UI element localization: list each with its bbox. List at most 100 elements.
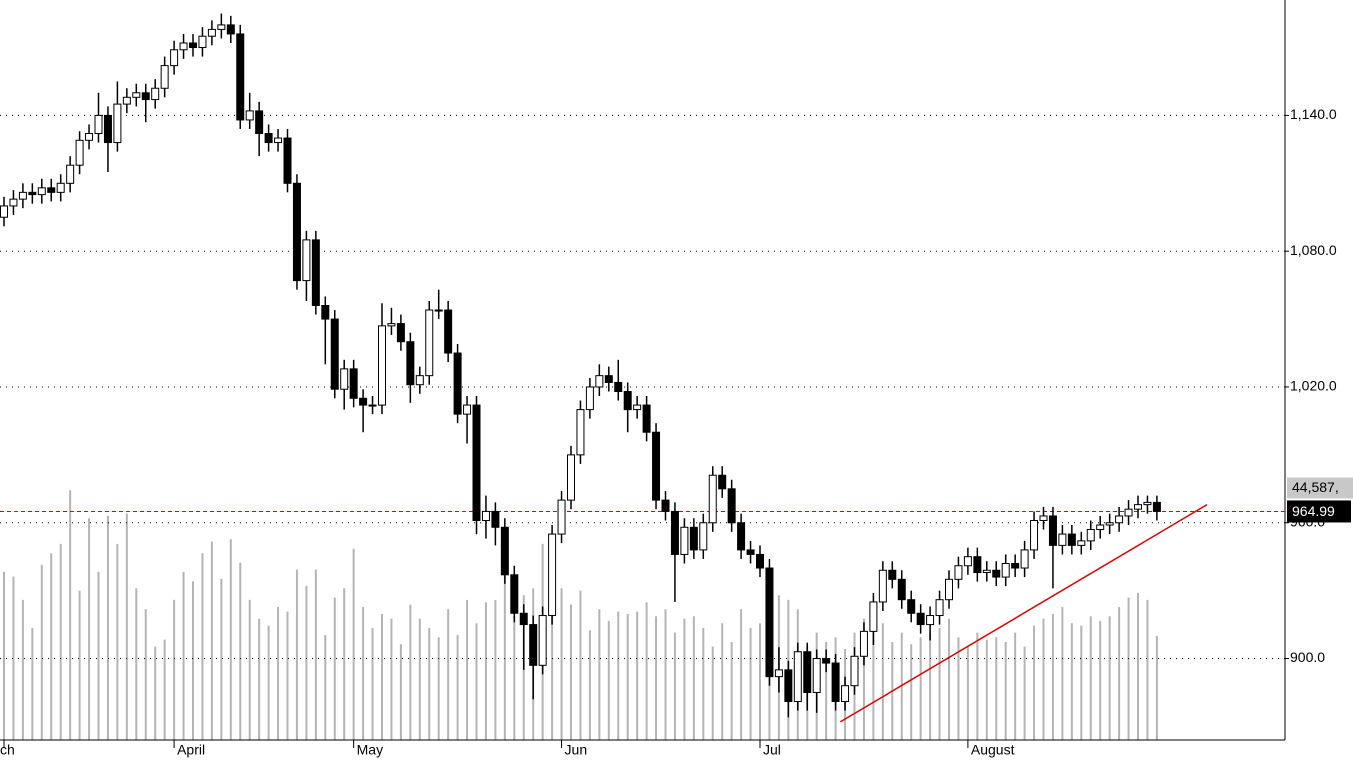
last-price-label: 964.99 <box>1292 503 1335 519</box>
candle-body <box>274 137 283 144</box>
candle-body <box>9 198 18 207</box>
candle-body <box>623 390 632 411</box>
candle-body <box>907 599 916 614</box>
candle-body <box>75 139 84 166</box>
candle-body <box>1152 501 1161 512</box>
candle-body <box>718 474 727 490</box>
volume-label-box <box>1287 477 1353 499</box>
candle-body <box>113 103 122 144</box>
candle-body <box>1115 515 1124 524</box>
candle-body <box>434 309 443 312</box>
candle-body <box>491 510 500 528</box>
x-tick-label: Jun <box>565 742 588 758</box>
candle-body <box>1030 519 1039 551</box>
candle-body <box>935 599 944 617</box>
candle-body <box>103 114 112 144</box>
candle-body <box>415 375 424 386</box>
candle-body <box>236 33 245 121</box>
candle-body <box>680 526 689 555</box>
candle-body <box>973 556 982 574</box>
candle-body <box>822 658 831 664</box>
candle-body <box>614 381 623 392</box>
candle-body <box>1001 562 1010 578</box>
candle-body <box>245 110 254 121</box>
candle-body <box>292 182 301 282</box>
candle-body <box>756 553 764 569</box>
candle-body <box>151 87 160 101</box>
candle-body <box>737 522 746 551</box>
candle-body <box>47 187 56 193</box>
candle-body <box>207 28 216 37</box>
candle-body <box>529 624 538 666</box>
candle-body <box>1134 504 1142 510</box>
candle-body <box>217 24 226 30</box>
x-tick-label: May <box>357 742 383 758</box>
x-tick-label: August <box>971 742 1015 758</box>
candle-body <box>595 375 604 388</box>
candle-body <box>444 309 453 354</box>
candle-body <box>56 182 65 193</box>
candle-body <box>264 133 273 144</box>
candle-body <box>576 409 585 456</box>
x-tick-label: Jul <box>763 742 781 758</box>
candle-body <box>916 612 925 626</box>
candle-body <box>37 187 46 196</box>
candle-body <box>519 612 528 626</box>
candle-body <box>66 164 75 184</box>
candle-body <box>803 651 812 693</box>
candle-body <box>727 488 736 524</box>
candle-body <box>869 601 878 632</box>
x-tick-label: ch <box>0 742 15 758</box>
candle-body <box>94 114 103 135</box>
candle-body <box>859 630 868 657</box>
candle-body <box>255 110 264 135</box>
candle-body <box>160 65 169 89</box>
candle-body <box>1039 515 1048 521</box>
candle-body <box>1058 533 1067 546</box>
candle-body <box>425 309 434 377</box>
y-tick-label: 1,140.0 <box>1290 106 1337 122</box>
candle-body <box>642 404 651 433</box>
candle-body <box>604 375 613 383</box>
candle-body <box>831 662 840 703</box>
candle-body <box>311 239 320 307</box>
candle-body <box>538 615 547 666</box>
candle-body <box>699 522 708 551</box>
candle-body <box>670 510 679 555</box>
last-price-box <box>1287 500 1351 523</box>
candle-body <box>18 191 27 200</box>
candle-body <box>321 305 330 320</box>
candle-body <box>585 386 594 411</box>
candle-body <box>226 24 235 35</box>
candle-body <box>689 526 698 551</box>
candle-body <box>387 323 396 327</box>
candle-body <box>1086 529 1095 542</box>
candle-body <box>774 669 783 678</box>
candle-body <box>141 92 150 101</box>
candle-body <box>850 655 859 687</box>
x-tick-label: April <box>177 742 205 758</box>
candle-body <box>0 205 8 218</box>
candle-body <box>652 431 661 501</box>
candle-body <box>500 526 509 576</box>
candle-body <box>954 565 963 580</box>
candle-body <box>28 191 37 196</box>
candle-body <box>841 685 850 703</box>
candle-body <box>567 454 575 501</box>
candle-body <box>302 239 311 282</box>
candle-body <box>179 42 188 51</box>
candle-body <box>746 549 755 555</box>
candle-body <box>633 404 642 411</box>
candle-body <box>793 651 802 703</box>
candle-body <box>945 578 953 601</box>
candle-body <box>812 658 821 693</box>
trendline <box>839 504 1208 723</box>
candle-body <box>1143 501 1152 506</box>
candle-body <box>992 569 1001 578</box>
candle-body <box>982 569 991 574</box>
y-tick-label: 900.0 <box>1290 649 1325 665</box>
candle-body <box>340 368 349 390</box>
candle-body <box>784 669 793 703</box>
